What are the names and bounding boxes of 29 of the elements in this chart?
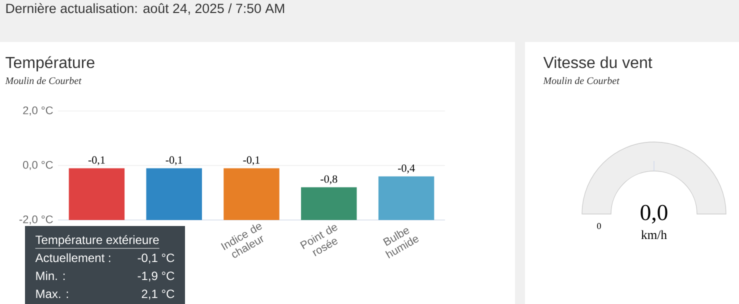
bar <box>301 187 357 220</box>
data-label: -0,4 <box>398 164 415 174</box>
chart-subtitle: Moulin de Courbet <box>5 77 82 84</box>
y-tick-label: 0,0 °C <box>23 160 53 170</box>
text: Moulin de Courbet <box>543 77 620 84</box>
text: km/h <box>641 230 667 240</box>
text: Actuellement : <box>35 253 110 262</box>
y-tick-label: 2,0 °C <box>23 106 53 116</box>
y-tick-label: -2,0 °C <box>19 215 53 225</box>
data-label: -0,1 <box>166 156 182 166</box>
text: 0,0 <box>640 204 668 224</box>
bar <box>146 168 202 220</box>
text: -0,1 °C <box>138 254 174 264</box>
text: Dernière actualisation: août 24, 2025 / 7:50 AM <box>6 3 284 15</box>
data-label: -0,8 <box>320 175 338 184</box>
text: 0 <box>597 223 601 230</box>
chart-title: Température <box>6 56 94 72</box>
data-label: -0,1 <box>88 156 105 166</box>
text: -1,9 °C <box>138 272 174 282</box>
bar <box>224 168 280 220</box>
text: 2,1 °C <box>142 290 174 300</box>
x-tick-label: Point de rosée <box>300 225 338 256</box>
data-label: -0,1 <box>243 156 260 166</box>
text: Température extérieure <box>36 235 159 246</box>
bar <box>378 176 434 220</box>
text: Min. : <box>36 271 65 280</box>
bar <box>68 168 125 220</box>
text: Vitesse du vent <box>543 56 652 68</box>
text: Max. : <box>36 290 68 298</box>
